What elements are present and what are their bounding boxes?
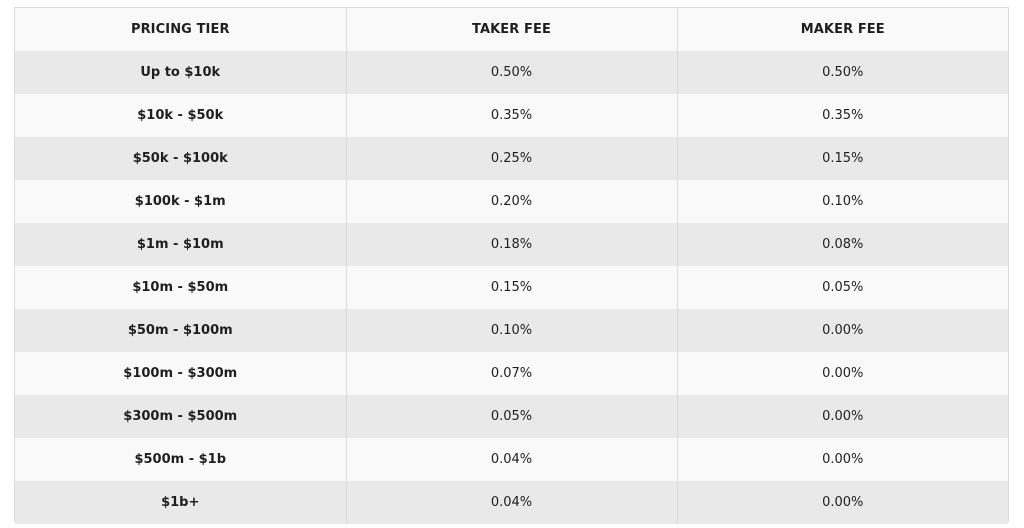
cell-taker-fee: 0.18%: [345, 223, 677, 266]
cell-maker-fee: 0.35%: [676, 94, 1008, 137]
cell-taker-fee: 0.50%: [345, 51, 677, 94]
table-body: Up to $10k 0.50% 0.50% $10k - $50k 0.35%…: [15, 51, 1008, 524]
cell-tier: $10m - $50m: [132, 280, 229, 295]
pricing-table: PRICING TIER TAKER FEE MAKER FEE Up to $…: [15, 8, 1008, 524]
cell-maker-fee: 0.15%: [676, 137, 1008, 180]
table-row: $50m - $100m 0.10% 0.00%: [15, 309, 1008, 352]
table-row: $100k - $1m 0.20% 0.10%: [15, 180, 1008, 223]
cell-tier: $10k - $50k: [137, 108, 224, 123]
cell-taker-fee: 0.35%: [345, 94, 677, 137]
table-row: $300m - $500m 0.05% 0.00%: [15, 395, 1008, 438]
cell-maker-fee: 0.00%: [676, 395, 1008, 438]
table-row: $500m - $1b 0.04% 0.00%: [15, 438, 1008, 481]
cell-tier: $50m - $100m: [127, 323, 233, 338]
cell-taker-fee: 0.15%: [345, 266, 677, 309]
table-row: $1m - $10m 0.18% 0.08%: [15, 223, 1008, 266]
header-taker-fee: TAKER FEE: [345, 8, 677, 51]
cell-maker-fee: 0.00%: [676, 309, 1008, 352]
table-row: $10m - $50m 0.15% 0.05%: [15, 266, 1008, 309]
table-row: $50k - $100k 0.25% 0.15%: [15, 137, 1008, 180]
cell-taker-fee: 0.07%: [345, 352, 677, 395]
header-row: PRICING TIER TAKER FEE MAKER FEE: [15, 8, 1008, 51]
header-pricing-tier: PRICING TIER: [130, 22, 230, 37]
cell-taker-fee: 0.25%: [345, 137, 677, 180]
cell-maker-fee: 0.08%: [676, 223, 1008, 266]
cell-tier: $500m - $1b: [134, 452, 227, 467]
cell-tier: $1b+: [161, 495, 200, 510]
cell-taker-fee: 0.05%: [345, 395, 677, 438]
table-header: PRICING TIER TAKER FEE MAKER FEE: [15, 8, 1008, 51]
cell-maker-fee: 0.00%: [676, 352, 1008, 395]
cell-maker-fee: 0.10%: [676, 180, 1008, 223]
cell-tier: $300m - $500m: [123, 409, 238, 424]
table-row: Up to $10k 0.50% 0.50%: [15, 51, 1008, 94]
cell-maker-fee: 0.50%: [676, 51, 1008, 94]
cell-tier: Up to $10k: [140, 65, 221, 80]
cell-maker-fee: 0.00%: [676, 438, 1008, 481]
table-row: $1b+ 0.04% 0.00%: [15, 481, 1008, 524]
header-maker-fee: MAKER FEE: [676, 8, 1008, 51]
cell-taker-fee: 0.20%: [345, 180, 677, 223]
table-row: $100m - $300m 0.07% 0.00%: [15, 352, 1008, 395]
cell-taker-fee: 0.10%: [345, 309, 677, 352]
cell-tier: $100m - $300m: [123, 366, 238, 381]
cell-maker-fee: 0.00%: [676, 481, 1008, 524]
cell-maker-fee: 0.05%: [676, 266, 1008, 309]
cell-tier: $1m - $10m: [136, 237, 224, 252]
cell-taker-fee: 0.04%: [345, 438, 677, 481]
cell-taker-fee: 0.04%: [345, 481, 677, 524]
cell-tier: $100k - $1m: [134, 194, 226, 209]
pricing-table-container: PRICING TIER TAKER FEE MAKER FEE Up to $…: [14, 7, 1009, 524]
table-row: $10k - $50k 0.35% 0.35%: [15, 94, 1008, 137]
cell-tier: $50k - $100k: [132, 151, 228, 166]
